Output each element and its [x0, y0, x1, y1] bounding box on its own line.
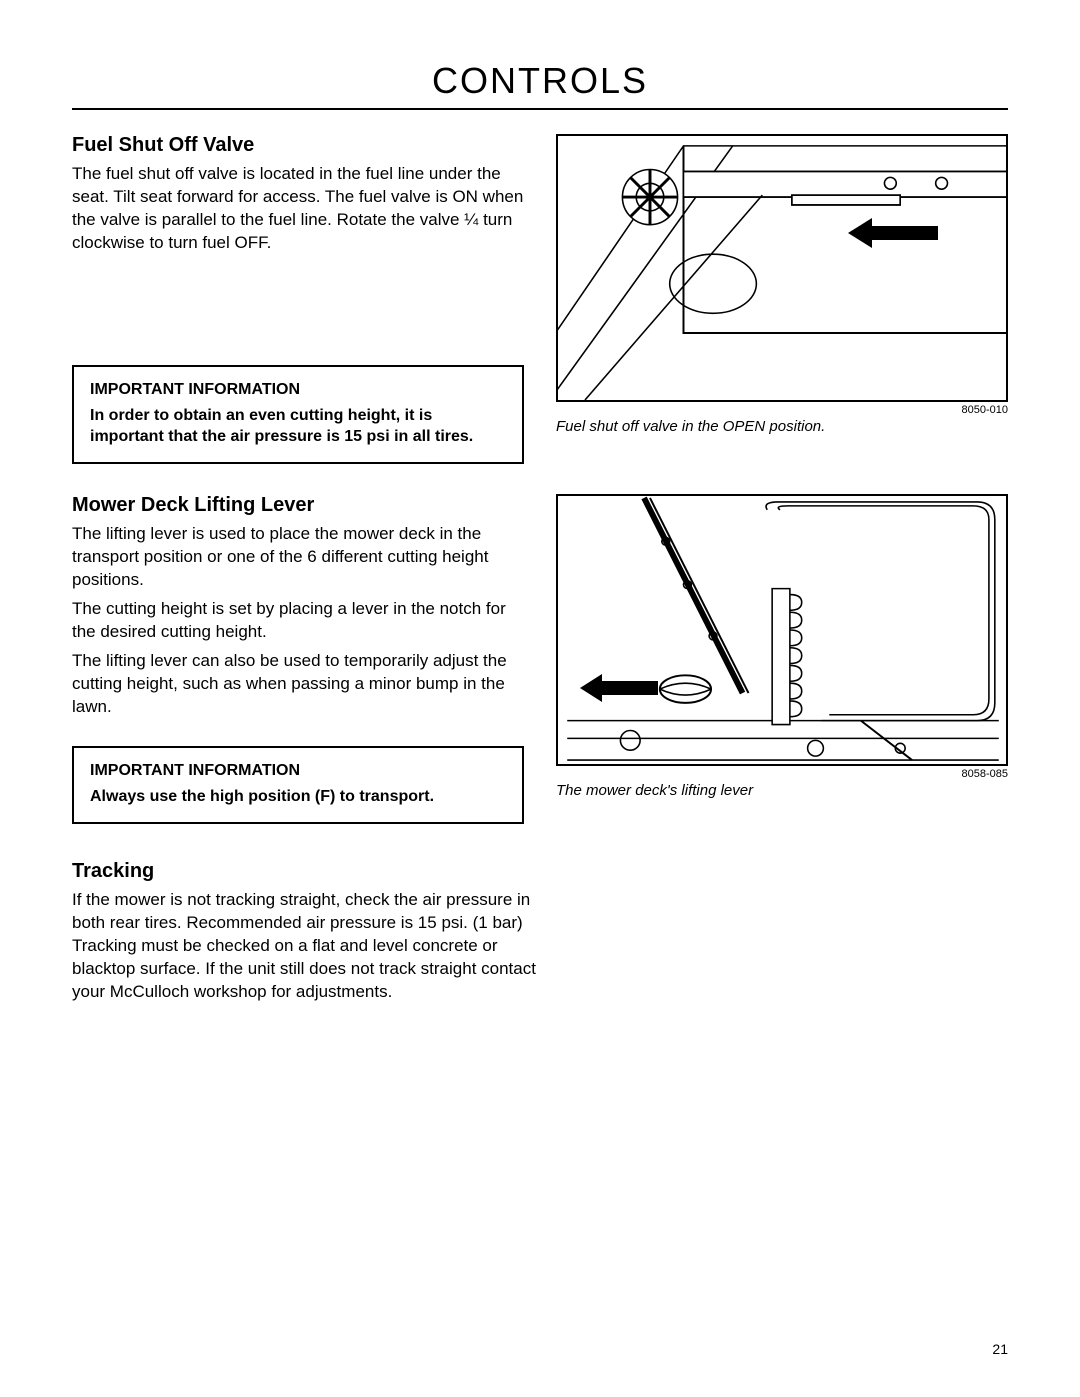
- figure-fuel-wrap: 8050-010 Fuel shut off valve in the OPEN…: [556, 134, 1008, 435]
- col-left-lever: Mower Deck Lifting Lever The lifting lev…: [72, 494, 524, 824]
- body-tracking: If the mower is not tracking straight, c…: [72, 889, 540, 1004]
- figure-lever-code: 8058-085: [556, 768, 1008, 780]
- title-rule: [72, 108, 1008, 110]
- heading-fuel: Fuel Shut Off Valve: [72, 134, 524, 157]
- figure-fuel-code: 8050-010: [556, 404, 1008, 416]
- arrow-left-icon: [580, 674, 658, 702]
- row-lever: Mower Deck Lifting Lever The lifting lev…: [72, 494, 1008, 824]
- arrow-left-icon: [848, 218, 938, 248]
- figure-fuel-caption: Fuel shut off valve in the OPEN position…: [556, 418, 1008, 435]
- page-title: CONTROLS: [72, 60, 1008, 102]
- infobox-fuel: IMPORTANT INFORMATION In order to obtain…: [72, 365, 524, 464]
- infobox-lever-label: IMPORTANT INFORMATION: [90, 762, 506, 780]
- row-fuel: Fuel Shut Off Valve The fuel shut off va…: [72, 134, 1008, 464]
- infobox-fuel-text: In order to obtain an even cutting heigh…: [90, 405, 506, 448]
- figure-lever-caption: The mower deck's lifting lever: [556, 782, 1008, 799]
- infobox-fuel-label: IMPORTANT INFORMATION: [90, 381, 506, 399]
- col-left-fuel: Fuel Shut Off Valve The fuel shut off va…: [72, 134, 524, 464]
- figure-lever-wrap: 8058-085 The mower deck's lifting lever: [556, 494, 1008, 799]
- page-number: 21: [992, 1341, 1008, 1357]
- body-lever-2: The cutting height is set by placing a l…: [72, 598, 524, 644]
- col-right-fuel: 8050-010 Fuel shut off valve in the OPEN…: [556, 134, 1008, 464]
- body-fuel: The fuel shut off valve is located in th…: [72, 163, 524, 255]
- page: CONTROLS Fuel Shut Off Valve The fuel sh…: [0, 0, 1080, 1397]
- figure-fuel: [556, 134, 1008, 402]
- body-lever-3: The lifting lever can also be used to te…: [72, 650, 524, 719]
- infobox-lever: IMPORTANT INFORMATION Always use the hig…: [72, 746, 524, 824]
- row-tracking: Tracking If the mower is not tracking st…: [72, 860, 540, 1004]
- heading-lever: Mower Deck Lifting Lever: [72, 494, 524, 517]
- figure-lever: [556, 494, 1008, 766]
- col-right-lever: 8058-085 The mower deck's lifting lever: [556, 494, 1008, 824]
- spacer: [72, 261, 524, 351]
- infobox-lever-text: Always use the high position (F) to tran…: [90, 786, 506, 808]
- fuel-valve-svg: [558, 136, 1006, 400]
- body-lever-1: The lifting lever is used to place the m…: [72, 523, 524, 592]
- heading-tracking: Tracking: [72, 860, 540, 883]
- lever-svg: [558, 496, 1006, 764]
